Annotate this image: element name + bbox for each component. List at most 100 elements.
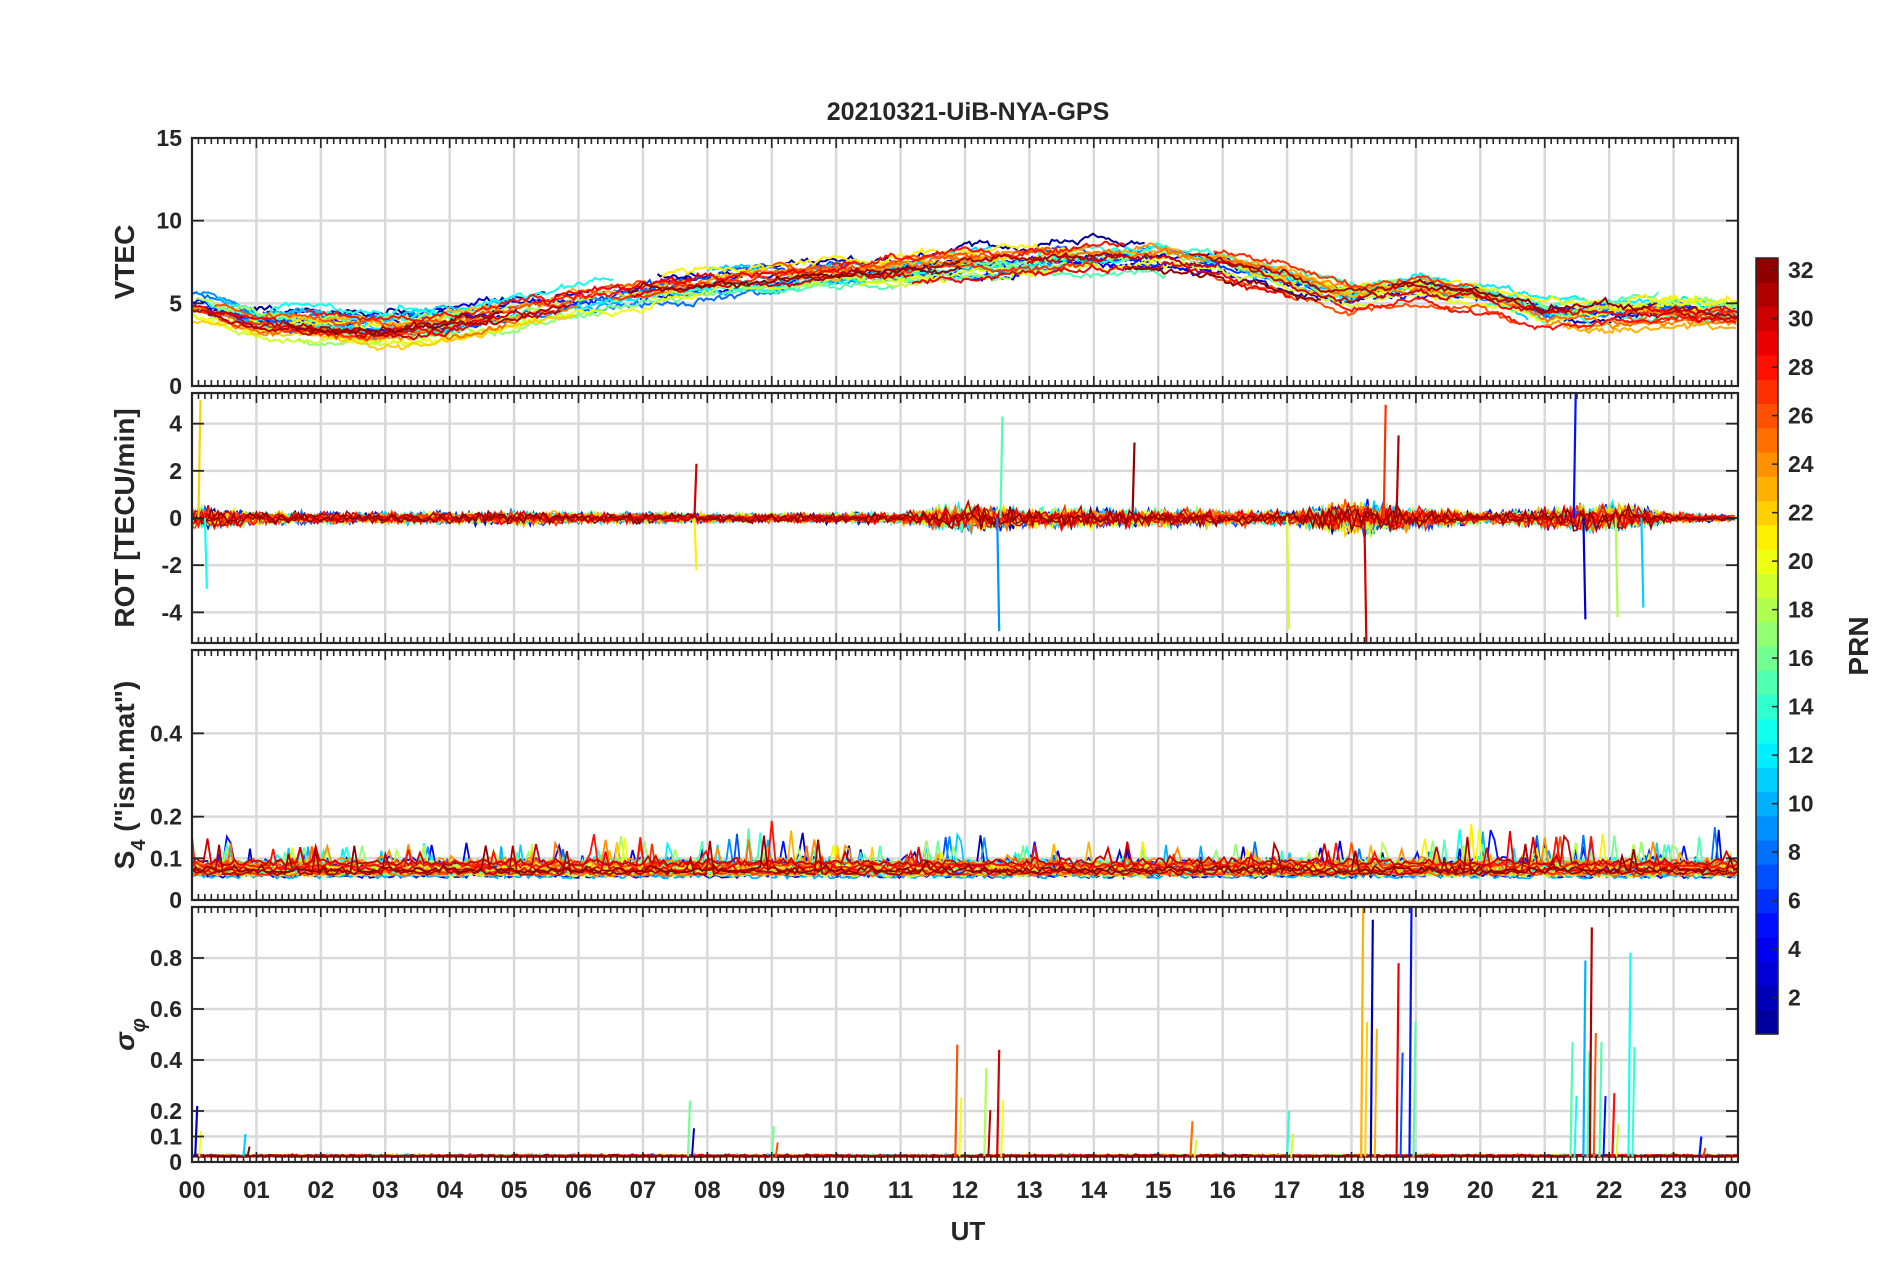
spike-mark — [246, 1146, 251, 1158]
spike-mark — [194, 1105, 199, 1157]
spike-mark — [1290, 1133, 1295, 1157]
x-tick-label: 20 — [1467, 1177, 1494, 1204]
x-tick-label: 16 — [1209, 1177, 1236, 1204]
spike-mark — [1572, 393, 1577, 519]
colorbar-swatch — [1756, 427, 1778, 453]
spike-mark — [1592, 1032, 1597, 1157]
colorbar-frame — [1755, 257, 1779, 1035]
colorbar-swatch — [1756, 597, 1778, 623]
colorbar-swatch — [1756, 767, 1778, 793]
spike-mark — [774, 1142, 779, 1158]
x-tick-label: 06 — [565, 1177, 592, 1204]
prn-23-line — [285, 282, 705, 330]
panel-rot: -4 -2 0 2 4 ROT [TECU/min] — [109, 391, 1740, 645]
figure-title: 20210321-UiB-NYA-GPS — [827, 98, 1110, 126]
spike-mark — [1582, 960, 1587, 1157]
spike-mark — [1602, 1096, 1607, 1157]
prn-22-line — [192, 314, 577, 352]
x-tick-label: 19 — [1403, 1177, 1430, 1204]
prn-28-line — [1333, 296, 1737, 331]
colorbar-swatch — [1756, 840, 1778, 865]
x-tick-label: 08 — [694, 1177, 721, 1204]
y-tick-label: 0.4 — [150, 1047, 182, 1073]
y-tick-label: 0 — [169, 505, 182, 531]
colorbar-swatch — [1756, 646, 1778, 671]
prn-21-line — [661, 242, 1072, 278]
colorbar-swatch — [1756, 864, 1778, 890]
spike-mark — [693, 463, 698, 519]
spike-mark — [1598, 1042, 1603, 1157]
spike-mark — [1363, 517, 1368, 643]
y-axis-label: ROT [TECU/min] — [109, 408, 140, 627]
colorbar-swatch — [1756, 330, 1778, 356]
prn-30-line — [192, 499, 1735, 531]
spike-mark — [1360, 907, 1365, 1157]
colorbar-swatch — [1756, 476, 1778, 502]
spike-mark — [983, 1067, 988, 1157]
x-tick-label: 00 — [1725, 1177, 1752, 1204]
y-tick-label: 5 — [169, 290, 182, 316]
colorbar-tick-label: 12 — [1788, 742, 1814, 768]
y-tick-label: 2 — [169, 458, 182, 484]
prn-32-line — [1391, 278, 1658, 314]
colorbar-swatch — [1756, 452, 1778, 477]
prn-27-line — [1213, 249, 1475, 289]
y-tick-label: 0 — [169, 1149, 182, 1175]
spike-mark — [1285, 517, 1291, 629]
colorbar-tick-label: 24 — [1788, 451, 1814, 477]
spike-mark — [770, 1126, 775, 1157]
y-tick-label: 0 — [169, 373, 182, 399]
x-axis-label: UT — [951, 1216, 986, 1246]
spike-mark — [999, 416, 1004, 519]
prn-32-line — [285, 311, 503, 337]
y-tick-label: 15 — [156, 125, 182, 151]
x-tick-label: 12 — [952, 1177, 979, 1204]
y-tick-label: 10 — [156, 208, 182, 234]
series-lines — [192, 820, 1738, 881]
prn-15-line — [722, 267, 1167, 296]
colorbar-swatch — [1756, 791, 1778, 817]
colorbar-swatch — [1756, 258, 1778, 283]
colorbar-tick-label: 6 — [1788, 888, 1801, 914]
spike-mark — [1702, 1147, 1707, 1158]
spike-mark — [987, 1110, 992, 1157]
spike-mark — [1627, 952, 1632, 1157]
prn-30-line — [1026, 252, 1479, 303]
spike-mark — [1285, 1110, 1291, 1157]
spike-mark — [1395, 435, 1400, 519]
prn-31-line — [192, 500, 1735, 534]
colorbar-swatch — [1756, 718, 1778, 744]
prn-29-line — [911, 260, 1291, 299]
prn-30-line — [192, 834, 1738, 868]
spike-mark — [1640, 517, 1645, 608]
colorbar-swatch — [1756, 670, 1778, 696]
y-tick-label: 0.1 — [150, 1124, 182, 1150]
colorbar-swatch — [1756, 961, 1778, 987]
y-axis-label: σφ — [109, 1018, 150, 1051]
prn-29-line — [1473, 291, 1738, 318]
colorbar-tick-label: 14 — [1788, 694, 1814, 720]
colorbar-swatch — [1756, 524, 1778, 550]
x-tick-label: 18 — [1338, 1177, 1365, 1204]
spike-mark — [1131, 442, 1136, 519]
colorbar-tick-label: 10 — [1788, 791, 1814, 817]
spike-mark — [1000, 1100, 1005, 1157]
colorbar-tick-label: 16 — [1788, 645, 1814, 671]
y-tick-label: 0 — [169, 887, 182, 913]
series-lines — [192, 393, 1736, 643]
spike-mark — [1395, 963, 1400, 1157]
prn-31-line — [207, 304, 569, 334]
colorbar-swatch — [1756, 743, 1778, 768]
y-tick-label: -4 — [162, 599, 183, 625]
x-tick-label: 14 — [1080, 1177, 1107, 1204]
spike-mark — [996, 1049, 1001, 1157]
spike-mark — [1698, 1136, 1703, 1158]
spike-mark — [1369, 919, 1374, 1157]
prn-32-line — [1124, 265, 1322, 303]
spike-mark — [693, 517, 698, 570]
prn-32-line — [627, 265, 962, 295]
spike-mark — [1586, 1051, 1591, 1157]
spike-mark — [996, 517, 1001, 632]
colorbar-tick-label: 32 — [1788, 257, 1814, 283]
